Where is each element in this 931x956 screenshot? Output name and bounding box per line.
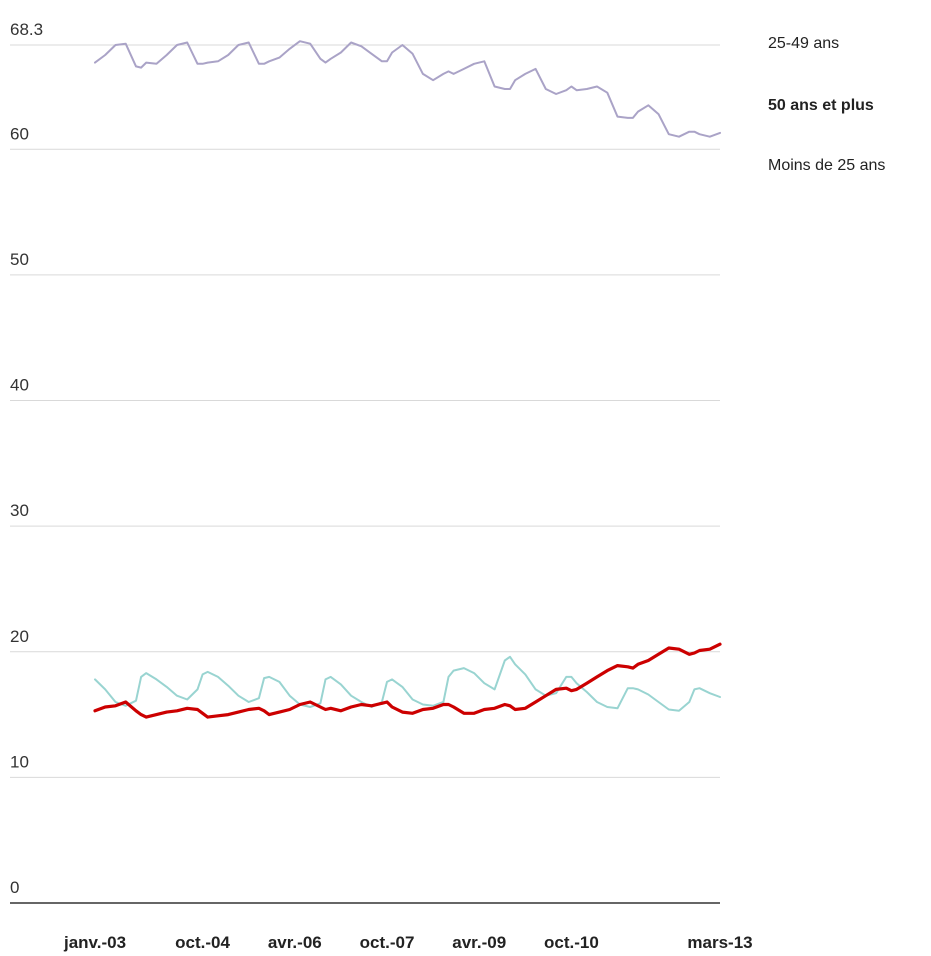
series-line-25-49-ans [94, 40, 721, 138]
y-tick-label: 30 [10, 501, 29, 520]
series-layer [93, 40, 722, 719]
y-tick-label: 0 [10, 878, 19, 897]
y-tick-label: 10 [10, 752, 29, 771]
x-tick-label: oct.-07 [360, 933, 415, 952]
legend-entry: 50 ans et plus [768, 97, 874, 114]
y-tick-label: 20 [10, 627, 29, 646]
x-tick-label: avr.-09 [452, 933, 506, 952]
y-tick-label: 60 [10, 124, 29, 143]
y-tick-label: 50 [10, 250, 29, 269]
y-tick-label: 40 [10, 376, 29, 395]
series-line-moins-de-25-ans [94, 655, 721, 712]
x-tick-label: avr.-06 [268, 933, 322, 952]
legend-entry: 25-49 ans [768, 35, 839, 52]
x-tick-label: oct.-04 [175, 933, 230, 952]
y-tick-label: 68.3 [10, 20, 43, 39]
legend-entry: Moins de 25 ans [768, 157, 885, 174]
y-axis-tick-labels: 0 10 20 30 40 50 60 68.3 [10, 20, 43, 897]
grid-layer [10, 44, 720, 778]
x-tick-label: janv.-03 [63, 933, 126, 952]
x-tick-label: mars-13 [687, 933, 752, 952]
x-axis-tick-labels: janv.-03 oct.-04 avr.-06 oct.-07 avr.-09 oct.… [63, 933, 753, 952]
x-tick-label: oct.-10 [544, 933, 599, 952]
series-line-50-ans-et-plus [93, 642, 722, 719]
legend: 25-49 ans 50 ans et plus Moins de 25 ans [768, 35, 885, 174]
